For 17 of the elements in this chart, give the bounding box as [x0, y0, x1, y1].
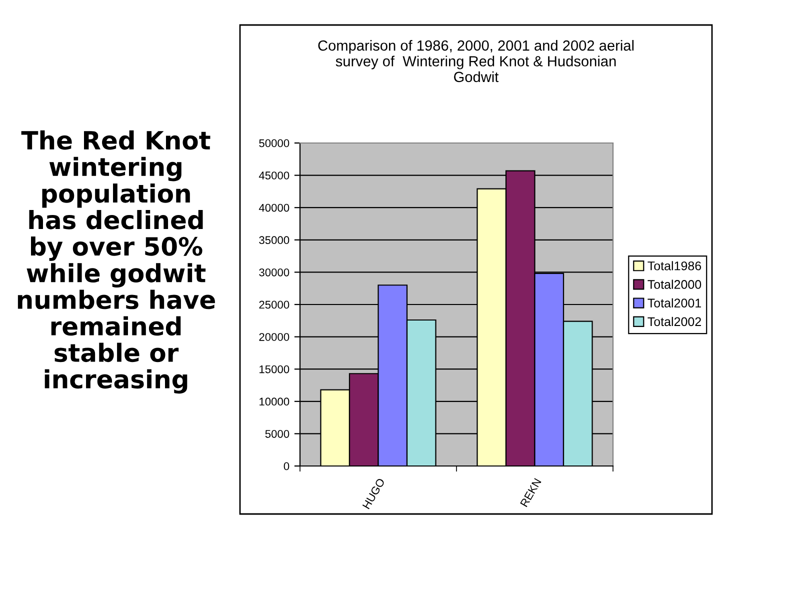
legend-label: Total2001	[648, 298, 701, 308]
y-tick-label: 5000	[265, 430, 290, 438]
y-tick-label: 30000	[259, 268, 290, 276]
y-tick-label: 50000	[259, 139, 290, 148]
y-tick-label: 15000	[260, 365, 290, 374]
y-tick-label: 20000	[259, 333, 290, 341]
legend-label: Total2000	[648, 280, 702, 289]
y-tick-label: 25000	[259, 300, 290, 309]
legend-label: Total2002	[648, 316, 701, 326]
chart-title: Comparison of 1986, 2000, 2001 and 2002 aerial survey of Wintering Red Knot & Hudsonian Godwit	[318, 40, 634, 82]
y-tick-label: 35000	[259, 236, 290, 244]
y-tick-label: 10000	[260, 398, 290, 406]
y-tick-label: 40000	[258, 204, 290, 212]
legend-label: Total1986	[648, 261, 702, 270]
y-tick-label: 45000	[258, 172, 290, 180]
y-tick-label: 0	[284, 462, 290, 470]
text: The Red Knot wintering population has declined by over 50% while godwit numbers have remained stable or increasing	[18, 130, 215, 394]
